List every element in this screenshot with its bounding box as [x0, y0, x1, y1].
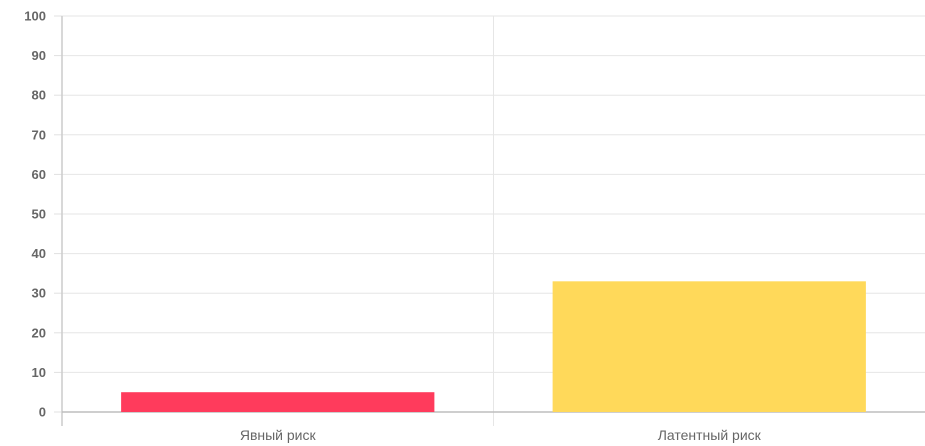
- y-tick-label: 40: [32, 246, 46, 261]
- y-tick-label: 0: [39, 405, 46, 420]
- bar-2[interactable]: [552, 281, 866, 412]
- y-tick-label: 80: [32, 88, 46, 103]
- y-tick-label: 60: [32, 167, 46, 182]
- y-tick-label: 90: [32, 48, 46, 63]
- y-tick-label: 20: [32, 325, 46, 340]
- x-category-label: Латентный риск: [658, 427, 762, 443]
- bar-1[interactable]: [121, 392, 435, 412]
- x-axis-category-labels: Явный риск Латентный риск: [240, 427, 762, 443]
- grid-lines: [62, 15, 925, 426]
- y-tick-label: 50: [32, 207, 46, 222]
- y-tick-label: 70: [32, 127, 46, 142]
- bars: [121, 281, 866, 412]
- y-tick-label: 10: [32, 365, 46, 380]
- y-axis-tick-labels: 0 10 20 30 40 50 60 70 80 90 100: [24, 9, 46, 420]
- x-category-label: Явный риск: [240, 427, 317, 443]
- y-tick-label: 30: [32, 286, 46, 301]
- y-tick-label: 100: [24, 9, 46, 24]
